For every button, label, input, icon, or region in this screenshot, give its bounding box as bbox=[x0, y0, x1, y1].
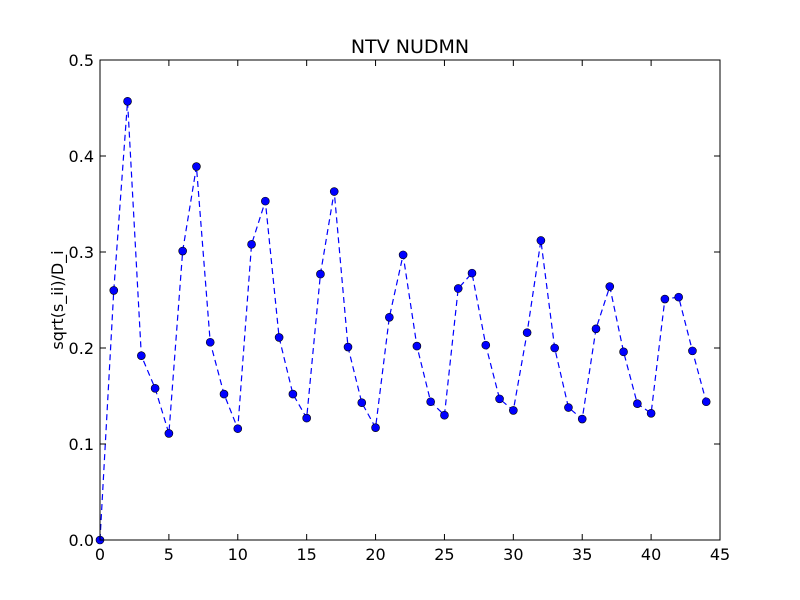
data-point bbox=[302, 413, 311, 423]
data-point bbox=[164, 429, 174, 438]
data-point bbox=[123, 96, 132, 106]
data-point bbox=[274, 333, 284, 342]
data-point bbox=[261, 196, 270, 206]
data-point bbox=[522, 328, 532, 337]
data-point bbox=[109, 286, 119, 295]
data-point bbox=[357, 398, 367, 408]
data-point bbox=[316, 269, 325, 279]
data-point bbox=[660, 294, 670, 304]
data-point bbox=[509, 406, 518, 415]
x-tick-label: 35 bbox=[572, 545, 592, 564]
data-point bbox=[550, 343, 559, 353]
y-tick-label: 0.4 bbox=[69, 147, 94, 166]
axis-ticks: 0 5 10 15 20 25 30 35 40 45 0.0 0.1 0.2 0.3 0.4 0.5 bbox=[69, 51, 731, 564]
y-tick-label: 0.1 bbox=[69, 435, 94, 454]
data-point bbox=[137, 351, 146, 360]
y-tick-label: 0.0 bbox=[69, 531, 94, 550]
x-tick-label: 20 bbox=[365, 545, 385, 564]
data-point bbox=[385, 312, 394, 322]
y-tick-label: 0.5 bbox=[69, 51, 94, 70]
data-point bbox=[440, 410, 449, 420]
x-tick-label: 40 bbox=[641, 545, 661, 564]
data-point bbox=[577, 414, 587, 424]
data-point bbox=[453, 284, 463, 293]
data-point bbox=[233, 424, 243, 433]
data-point bbox=[495, 394, 504, 404]
data-point bbox=[412, 341, 422, 351]
data-point bbox=[426, 397, 435, 407]
x-tick-label: 10 bbox=[228, 545, 248, 564]
x-tick-label: 45 bbox=[710, 545, 730, 564]
x-tick-label: 25 bbox=[434, 545, 454, 564]
data-point bbox=[688, 346, 697, 356]
data-point bbox=[605, 282, 615, 291]
data-point bbox=[564, 403, 573, 412]
data-point bbox=[536, 236, 546, 245]
x-tick-label: 5 bbox=[164, 545, 174, 564]
data-point bbox=[247, 240, 256, 249]
y-tick-label: 0.2 bbox=[69, 339, 94, 358]
data-point bbox=[371, 423, 380, 432]
data-point bbox=[329, 187, 339, 196]
x-tick-label: 30 bbox=[503, 545, 523, 564]
data-point bbox=[178, 246, 187, 256]
y-tick-label: 0.3 bbox=[69, 243, 94, 262]
y-axis-label: sqrt(s_ii)/D_i bbox=[48, 250, 68, 349]
data-point bbox=[701, 397, 711, 407]
data-point bbox=[481, 340, 491, 350]
data-point bbox=[398, 250, 408, 260]
data-point bbox=[150, 384, 160, 393]
data-point bbox=[205, 337, 215, 347]
chart-title: NTV NUDMN bbox=[351, 36, 469, 58]
axes-frame bbox=[99, 59, 721, 541]
data-point bbox=[467, 268, 477, 278]
data-point bbox=[633, 399, 642, 408]
data-point bbox=[591, 324, 601, 334]
plot-area bbox=[95, 96, 711, 545]
data-point bbox=[343, 342, 353, 352]
series-line bbox=[99, 101, 707, 541]
x-tick-label: 0 bbox=[95, 545, 105, 564]
data-point bbox=[619, 347, 628, 357]
data-point bbox=[219, 389, 229, 399]
x-tick-label: 15 bbox=[296, 545, 316, 564]
data-point bbox=[646, 408, 656, 418]
data-point bbox=[288, 389, 298, 399]
data-point bbox=[192, 162, 201, 171]
data-point bbox=[674, 292, 683, 302]
